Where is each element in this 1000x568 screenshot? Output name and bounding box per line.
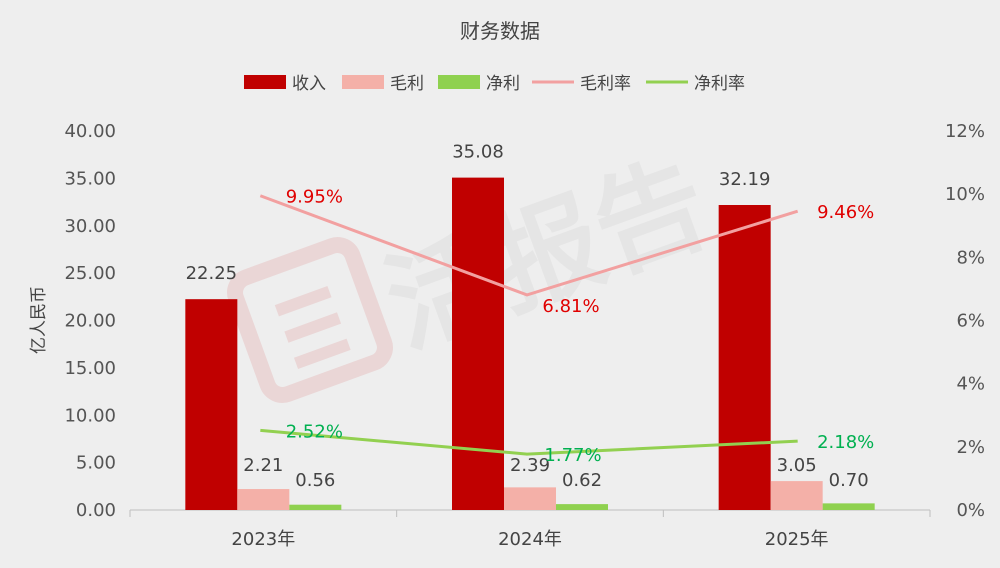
bar-净利-2023年 — [289, 504, 342, 510]
axes: 0.00 5.00 10.00 15.00 20.00 25.00 30.00 35.00 40… — [64, 121, 985, 550]
bar-毛利-2025年 — [770, 481, 823, 510]
x-tick-label: 2025年 — [765, 529, 829, 550]
bar-毛利-2024年 — [504, 487, 556, 510]
y-axis-label: 亿人民币 — [29, 286, 49, 354]
line-data-label: 2.52% — [286, 421, 343, 442]
y-tick-label: 20.00 — [64, 311, 116, 332]
line-净利率 — [260, 428, 798, 456]
legend-swatch-毛利 — [342, 75, 384, 89]
chart-title: 财务数据 — [460, 19, 540, 43]
line-毛利率 — [259, 194, 799, 297]
y-tick-label: 10.00 — [64, 405, 116, 426]
legend-swatch-收入 — [244, 75, 286, 89]
data-labels-layer: 22.25 35.08 32.19 2.21 2.39 3.05 0.56 0.62 0.70 9… — [186, 142, 875, 491]
bar-data-label: 32.19 — [719, 169, 771, 190]
y2-tick-label: 10% — [945, 184, 985, 205]
y2-tick-label: 12% — [945, 121, 985, 142]
bar-data-label: 0.70 — [829, 470, 869, 491]
bar-data-label: 2.39 — [510, 455, 550, 476]
bar-收入-2025年 — [718, 204, 771, 510]
watermark-text: 活报告 — [370, 138, 724, 371]
legend-label: 净利率 — [694, 74, 745, 94]
line-data-label: 6.81% — [542, 296, 599, 317]
bar-data-label: 0.62 — [562, 470, 602, 491]
y-tick-label: 25.00 — [64, 263, 116, 284]
bar-净利-2024年 — [556, 504, 608, 510]
bars-layer — [185, 177, 875, 510]
bar-data-label: 0.56 — [295, 470, 335, 491]
line-data-label: 2.18% — [817, 432, 874, 453]
line-data-label: 9.95% — [286, 187, 343, 208]
y2-tick-label: 8% — [956, 247, 985, 268]
bar-净利-2025年 — [822, 503, 875, 510]
lines-layer — [259, 194, 799, 456]
y2-tick-label: 2% — [956, 437, 985, 458]
y2-tick-label: 4% — [956, 374, 985, 395]
x-tick-label: 2023年 — [231, 529, 295, 550]
line-data-label: 1.77% — [544, 445, 601, 466]
y-tick-label: 40.00 — [64, 121, 116, 142]
y2-tick-label: 0% — [956, 500, 985, 521]
legend-swatch-净利 — [438, 75, 480, 89]
y2-tick-label: 6% — [956, 311, 985, 332]
y-tick-label: 0.00 — [76, 500, 116, 521]
bar-data-label: 35.08 — [452, 142, 504, 163]
bar-data-label: 2.21 — [243, 455, 283, 476]
legend-label: 毛利 — [390, 74, 424, 94]
legend-label: 净利 — [486, 74, 520, 94]
bar-data-label: 3.05 — [777, 455, 817, 476]
y-tick-label: 15.00 — [64, 358, 116, 379]
legend-label: 毛利率 — [580, 74, 631, 94]
legend-label: 收入 — [292, 74, 326, 94]
y-tick-label: 35.00 — [64, 168, 116, 189]
y-tick-label: 30.00 — [64, 216, 116, 237]
legend: 收入 毛利 净利 毛利率 净利率 — [244, 74, 745, 94]
bar-毛利-2023年 — [237, 489, 290, 510]
x-tick-label: 2024年 — [498, 529, 562, 550]
line-data-label: 9.46% — [817, 202, 874, 223]
bar-收入-2023年 — [185, 299, 238, 510]
y-tick-label: 5.00 — [76, 453, 116, 474]
bar-data-label: 22.25 — [186, 263, 238, 284]
bar-收入-2024年 — [452, 177, 504, 510]
